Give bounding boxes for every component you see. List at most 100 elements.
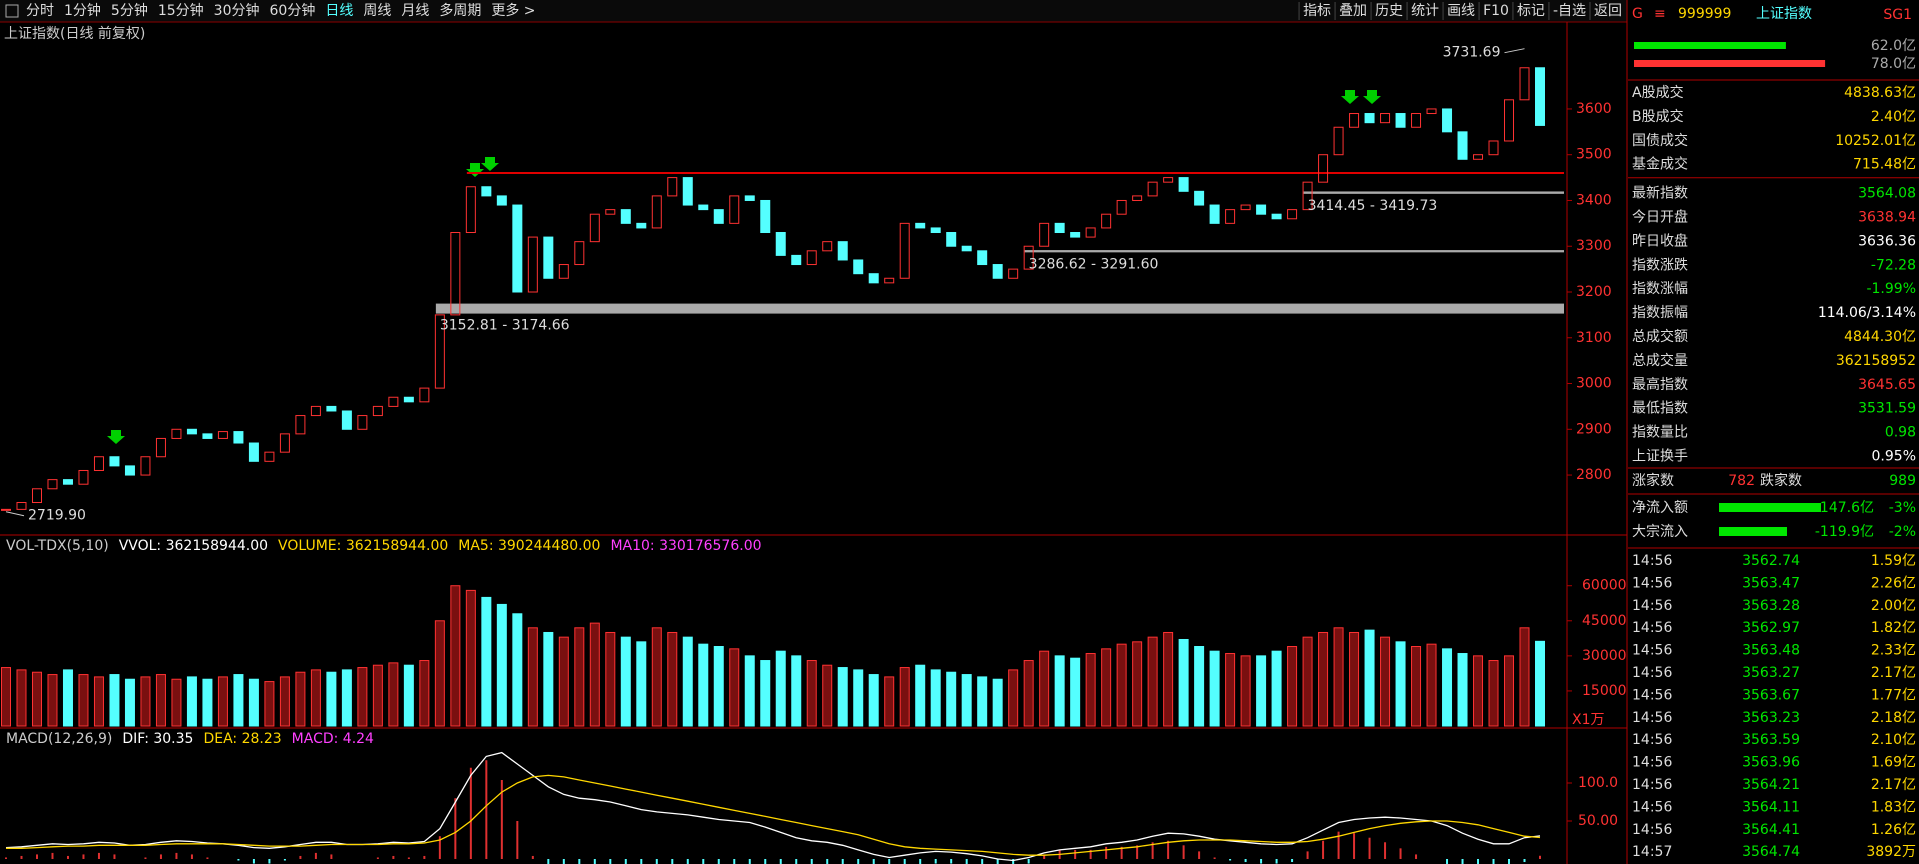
candle [202, 433, 213, 439]
y-tick-label: 2900 [1576, 421, 1612, 437]
candle [1287, 209, 1298, 220]
menu-icon[interactable] [5, 4, 19, 18]
tool-button[interactable]: 画线 [1447, 3, 1475, 19]
quote-menu[interactable]: ≡ [1654, 6, 1666, 22]
period-tab[interactable]: 日线 [325, 3, 353, 19]
tool-button[interactable]: -自选 [1553, 3, 1586, 19]
tool-button[interactable]: F10 [1483, 3, 1509, 19]
volume-bar [124, 678, 135, 727]
trade-price: 3562.97 [1742, 620, 1800, 636]
volume-bar [171, 678, 182, 727]
volume-bar [744, 655, 755, 727]
volume-bar [713, 646, 724, 727]
inflow-bar [1719, 503, 1821, 512]
tool-button[interactable]: 历史 [1375, 3, 1403, 19]
candle [155, 437, 166, 458]
quote-label: 总成交额 [1632, 328, 1688, 345]
period-tab[interactable]: 5分钟 [111, 2, 148, 19]
candle [1411, 113, 1422, 128]
trade-time: 14:56 [1632, 620, 1672, 636]
volume-bar [279, 676, 290, 727]
volume-bar [1147, 636, 1158, 727]
volume-bar [496, 603, 507, 727]
quote-label: 指数量比 [1632, 425, 1688, 441]
trade-price: 3563.96 [1742, 755, 1800, 771]
volume-bar [791, 655, 802, 727]
arrow-icon [1363, 90, 1381, 104]
period-tab[interactable]: 月线 [401, 3, 429, 19]
candle [946, 232, 957, 247]
volume-bar [589, 622, 600, 727]
candle [651, 195, 662, 229]
candle [837, 241, 848, 261]
quote-value: -72.28 [1871, 257, 1916, 273]
quote-name: 上证指数 [1756, 6, 1812, 22]
volume-bar [837, 667, 848, 727]
volume-bar [233, 674, 244, 727]
period-tab[interactable]: 30分钟 [214, 2, 260, 19]
volume-bar [729, 648, 740, 727]
arrow-icon [107, 430, 125, 444]
period-tab[interactable]: 60分钟 [270, 2, 316, 19]
candle [1, 508, 11, 511]
candle [729, 195, 740, 224]
breadth-label: 涨家数 [1632, 472, 1674, 489]
quote-code: 999999 [1678, 6, 1731, 22]
candle [992, 264, 1003, 279]
candle [1333, 126, 1344, 156]
volume-bar [1194, 646, 1205, 727]
candle [574, 241, 585, 266]
volume-bar [760, 660, 771, 727]
period-tab[interactable]: 1分钟 [64, 2, 101, 19]
macd-line [6, 774, 1541, 856]
y-tick-label: 100.0 [1578, 775, 1618, 791]
price-zone [1024, 250, 1564, 253]
quote-label: 今日开盘 [1632, 209, 1688, 226]
volume-bar [341, 669, 352, 727]
annotation-pointer [1504, 48, 1525, 54]
candle [884, 277, 895, 284]
legend-entry: MA10: 330176576.00 [610, 538, 761, 554]
quote-label: 最新指数 [1632, 186, 1688, 202]
period-tab[interactable]: 更多 > [491, 2, 535, 19]
tool-button[interactable]: 标记 [1517, 3, 1545, 19]
candle [1380, 113, 1391, 124]
period-tab[interactable]: 周线 [363, 3, 391, 19]
period-tab[interactable]: 多周期 [439, 2, 481, 19]
breadth-value: 989 [1889, 473, 1916, 489]
trade-amount: 2.10亿 [1871, 732, 1916, 748]
trade-price: 3563.23 [1742, 710, 1800, 726]
candle [1039, 222, 1050, 247]
volume-bar [1380, 636, 1391, 727]
volume-bar [682, 636, 693, 727]
trade-time: 14:56 [1632, 643, 1672, 659]
volume-bar [1349, 631, 1360, 727]
tool-button[interactable]: 指标 [1303, 3, 1331, 19]
tool-button[interactable]: 统计 [1411, 3, 1439, 19]
period-tab[interactable]: 分时 [26, 3, 54, 19]
candle [1519, 67, 1530, 101]
volume-bar [1132, 641, 1143, 727]
volume-bar [1101, 648, 1112, 727]
annotation-label: 2719.90 [28, 508, 86, 524]
quote-value: 4844.30亿 [1844, 329, 1916, 345]
trade-time: 14:56 [1632, 755, 1672, 771]
candle [1116, 199, 1127, 215]
volume-bar [78, 674, 89, 727]
trade-time: 14:56 [1632, 777, 1672, 793]
quote-label: 国债成交 [1632, 132, 1688, 149]
candle [388, 396, 399, 407]
volume-bar [992, 678, 1003, 727]
tool-button[interactable]: 返回 [1594, 3, 1622, 19]
volume-bar [1240, 655, 1251, 727]
trade-amount: 1.82亿 [1871, 620, 1916, 636]
candle [1256, 204, 1267, 215]
candle [62, 479, 73, 485]
quote-label: B股成交 [1632, 108, 1684, 125]
tool-button[interactable]: 叠加 [1339, 3, 1367, 19]
period-tab[interactable]: 15分钟 [158, 2, 204, 19]
volume-bar [109, 674, 120, 727]
volume-bar [1054, 655, 1065, 727]
candle [682, 177, 693, 206]
